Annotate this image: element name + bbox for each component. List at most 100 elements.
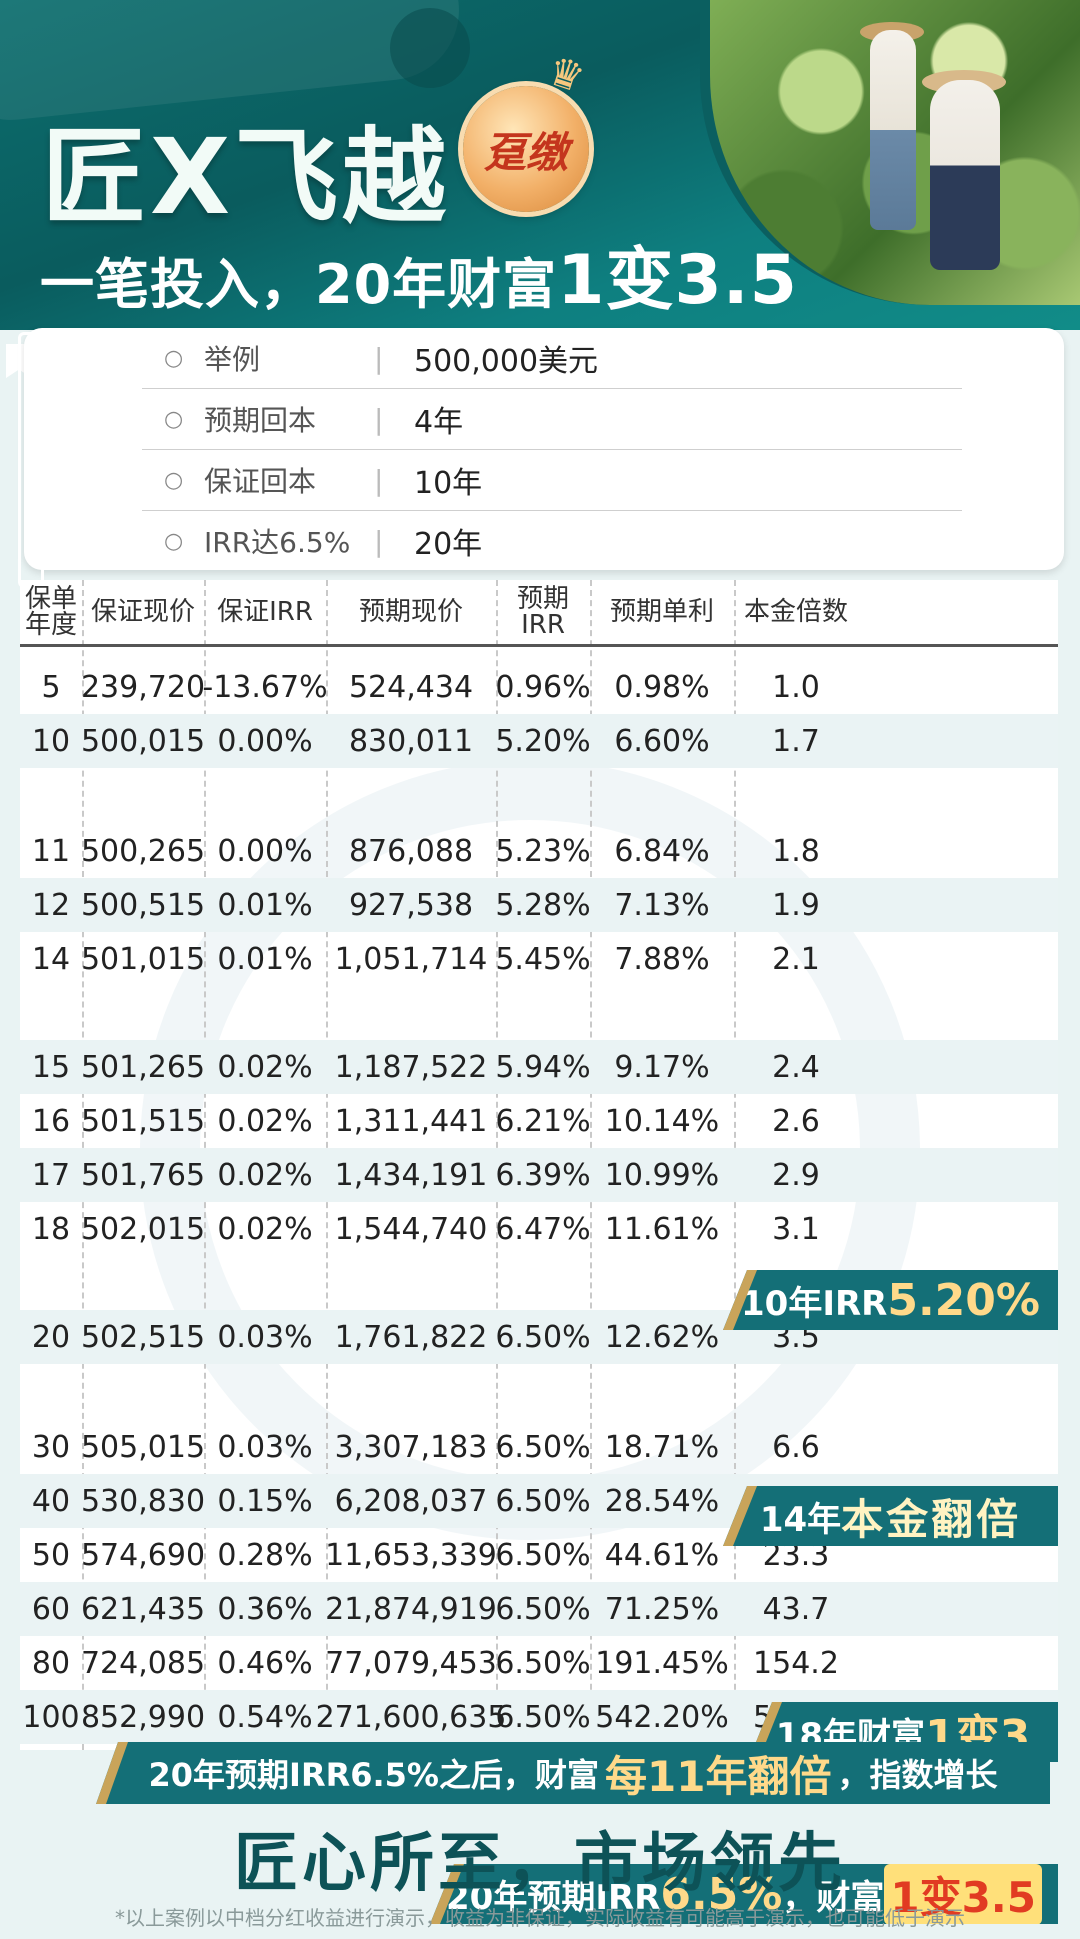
info-row-example: ○ 举例 | 500,000美元 — [142, 328, 962, 389]
table-cell: 1,311,441 — [334, 1103, 488, 1139]
table-cell: 71.25% — [604, 1591, 720, 1627]
banner-highlight: 5.20% — [887, 1274, 1040, 1326]
table-cell: 524,434 — [348, 669, 474, 705]
table-row: 16 501,515 0.02% 1,311,441 6.21% 10.14% 2.6 — [20, 1094, 1058, 1148]
table-cell: 0.02% — [217, 1049, 313, 1085]
table-cell: 1,434,191 — [334, 1157, 488, 1193]
table-cell: 43.7 — [762, 1591, 830, 1627]
table-cell: 60 — [31, 1591, 71, 1627]
table-cell: 100 — [22, 1699, 80, 1735]
table-cell: 500,515 — [80, 887, 206, 923]
page-subtitle: 一笔投入，20年财富1变3.5 — [40, 224, 798, 323]
table-row: 15 501,265 0.02% 1,187,522 5.94% 9.17% 2.4 — [20, 1040, 1058, 1094]
header-banner: 匠X飞越 趸缴 ♛ 一笔投入，20年财富1变3.5 — [0, 0, 1080, 330]
table-cell: 271,600,635 — [315, 1699, 507, 1735]
column-header: 保单 年度 — [24, 584, 77, 640]
table-cell: 1,544,740 — [334, 1211, 488, 1247]
separator: | — [374, 463, 384, 497]
table-row: 5 239,720 -13.67% 524,434 0.96% 0.98% 1.0 — [20, 660, 1058, 714]
table-cell: 621,435 — [80, 1591, 206, 1627]
table-cell: 2.9 — [772, 1157, 820, 1193]
table-cell: 724,085 — [80, 1645, 206, 1681]
table-cell: 0.28% — [217, 1537, 313, 1573]
table-cell: 0.15% — [217, 1483, 313, 1519]
table-cell: 6.47% — [495, 1211, 591, 1247]
table-cell: 0.01% — [217, 887, 313, 923]
table-cell: 30 — [31, 1429, 71, 1465]
table-cell: 6.50% — [495, 1537, 591, 1573]
table-cell: 40 — [31, 1483, 71, 1519]
column-header: 预期现价 — [358, 597, 463, 627]
table-cell: 7.88% — [614, 941, 710, 977]
info-value: 500,000美元 — [414, 344, 599, 379]
table-cell: 1.8 — [772, 833, 820, 869]
exponential-growth-banner: 20年预期IRR6.5%之后，财富 每11年翻倍 ，指数增长 — [96, 1742, 1050, 1804]
table-row: 50 574,690 0.28% 11,653,339 6.50% 44.61% 23.3 — [20, 1528, 1058, 1582]
banner-text: 14年 — [759, 1499, 842, 1540]
table-cell: 0.00% — [217, 833, 313, 869]
table-cell: 501,515 — [80, 1103, 206, 1139]
slogan: 匠心所至，市场领先 — [234, 1827, 846, 1901]
table-cell: 2.1 — [772, 941, 820, 977]
table-cell: 10.99% — [604, 1157, 720, 1193]
column-header: 保证现价 — [90, 597, 195, 627]
table-row: 14 501,015 0.01% 1,051,714 5.45% 7.88% 2.1 — [20, 932, 1058, 986]
table-cell: 11 — [31, 833, 71, 869]
banner-10yr-irr: 10年IRR 5.20% — [723, 1270, 1058, 1330]
table-cell: 530,830 — [80, 1483, 206, 1519]
table-cell: 852,990 — [80, 1699, 206, 1735]
mother-figure — [930, 80, 1000, 270]
table-cell: 6.21% — [495, 1103, 591, 1139]
table-cell: 12 — [31, 887, 71, 923]
child-figure — [870, 30, 916, 230]
table-cell: 1,187,522 — [334, 1049, 488, 1085]
table-cell: 6.50% — [495, 1429, 591, 1465]
table-cell: 500,265 — [80, 833, 206, 869]
banner-accent — [96, 1742, 128, 1804]
table-row: 10 500,015 0.00% 830,011 5.20% 6.60% 1.7 — [20, 714, 1058, 768]
table-cell: 502,015 — [80, 1211, 206, 1247]
table-row: 11 500,265 0.00% 876,088 5.23% 6.84% 1.8 — [20, 824, 1058, 878]
banner-14yr-double: 14年 本金翻倍 — [723, 1486, 1058, 1546]
table-cell: 542.20% — [595, 1699, 729, 1735]
info-value: 10年 — [414, 466, 483, 501]
table-cell: 10 — [31, 723, 71, 759]
table-cell: 500,015 — [80, 723, 206, 759]
banner-highlight: 6.5% — [660, 1868, 783, 1920]
banner-text: 20年预期IRR6.5%之后，财富 — [148, 1756, 599, 1794]
info-label: 保证回本 — [204, 465, 317, 498]
table-cell: 7.13% — [614, 887, 710, 923]
disclaimer: *以上案例以中档分红收益进行演示，收益为非保证，实际收益有可能高于演示，也可能低… — [115, 1906, 965, 1930]
table-cell: 6.50% — [495, 1645, 591, 1681]
table-cell: 3.1 — [772, 1211, 820, 1247]
info-value: 20年 — [414, 527, 483, 562]
table-row: 18 502,015 0.02% 1,544,740 6.47% 11.61% 3.1 — [20, 1202, 1058, 1256]
table-cell: 5.28% — [495, 887, 591, 923]
table-cell: 0.00% — [217, 723, 313, 759]
banner-text: ，财富 — [782, 1877, 885, 1918]
table-cell: 28.54% — [604, 1483, 720, 1519]
table-cell: 11.61% — [604, 1211, 720, 1247]
table-cell: 11,653,339 — [325, 1537, 497, 1573]
decor-circle — [390, 8, 470, 88]
table-cell: 9.17% — [614, 1049, 710, 1085]
table-cell: 0.36% — [217, 1591, 313, 1627]
table-cell: 0.01% — [217, 941, 313, 977]
banner-text: 20年预期IRR — [446, 1877, 661, 1918]
column-header: 本金倍数 — [743, 597, 848, 627]
table-cell: 14 — [31, 941, 71, 977]
table-cell: 6.60% — [614, 723, 710, 759]
info-label: 预期回本 — [204, 404, 317, 437]
single-premium-badge: 趸缴 — [463, 86, 589, 212]
table-cell: -13.67% — [202, 669, 328, 705]
table-cell: 5.23% — [495, 833, 591, 869]
table-cell: 77,079,453 — [325, 1645, 497, 1681]
table-cell: 501,765 — [80, 1157, 206, 1193]
benefit-table: 保单 年度 保证现价 保证IRR 预期现价 预期IRR 预期单利 本金倍数 5 239,720… — [20, 580, 1058, 1924]
scroll-rod-decor — [18, 332, 44, 588]
banner-20yr-irr: 20年预期IRR 6.5% ，财富 1变3.5 — [430, 1864, 1058, 1924]
table-cell: 6.50% — [495, 1699, 591, 1735]
table-row: 80 724,085 0.46% 77,079,453 6.50% 191.45% 154.… — [20, 1636, 1058, 1690]
table-cell: 0.03% — [217, 1319, 313, 1355]
